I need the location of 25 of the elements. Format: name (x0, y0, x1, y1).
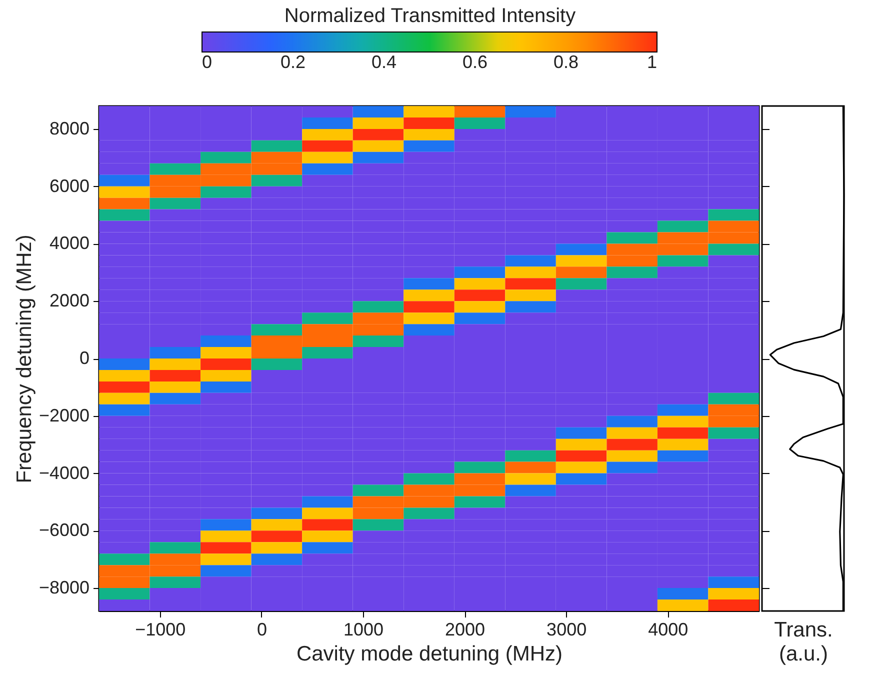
y-tick-label: −4000 (38, 462, 90, 483)
y-tick-label: 4000 (49, 233, 90, 254)
y-tick-label: −2000 (38, 405, 90, 426)
color-bar-title: Normalized Transmitted Intensity (284, 5, 576, 27)
x-tick-label: −1000 (135, 620, 186, 640)
y-tick-label: −6000 (38, 520, 90, 540)
x-tick-label: 3000 (546, 620, 587, 640)
color-bar-label: 0 (202, 52, 212, 72)
x-axis-title: Trans. (a.u.) (774, 618, 833, 666)
color-bar-label: 0.8 (553, 52, 579, 72)
color-bar-label: 0.4 (371, 52, 397, 72)
y-tick-label: 2000 (49, 290, 90, 311)
y-tick-label: 6000 (49, 176, 90, 196)
x-axis-title: Cavity mode detuning (MHz) (296, 642, 563, 666)
y-axis-title: Frequency detuning (MHz) (12, 234, 36, 484)
color-bar-label: 1 (646, 52, 657, 72)
x-tick-label: 4000 (648, 620, 688, 640)
y-tick-label: 8000 (49, 118, 90, 138)
y-tick-label: −8000 (38, 578, 90, 598)
y-tick-label: 0 (79, 348, 90, 368)
color-bar-label: 0.2 (280, 52, 306, 72)
x-tick-label: 0 (256, 620, 267, 640)
x-tick-label: 2000 (445, 620, 486, 640)
x-tick-label: 1000 (343, 620, 384, 640)
color-bar-label: 0.6 (462, 52, 488, 72)
